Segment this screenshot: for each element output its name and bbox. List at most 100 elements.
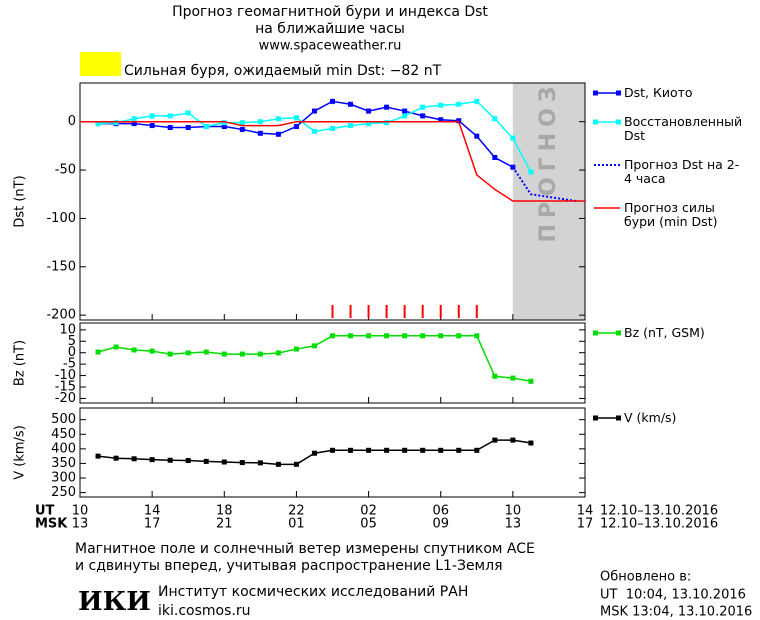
legend-marker (593, 415, 598, 421)
footer-note: Магнитное поле и солнечный ветер измерен… (75, 541, 535, 557)
x-tick-label: 10 (72, 504, 89, 519)
point (528, 440, 534, 446)
point (474, 133, 480, 139)
legend: Bz (nT, GSM) (593, 326, 742, 355)
point (510, 135, 516, 141)
point (330, 125, 335, 131)
x-row-label: MSK (35, 517, 68, 532)
point (510, 437, 516, 443)
y-tick-label: 300 (51, 471, 76, 486)
point (492, 373, 498, 379)
x-tick-label: 01 (288, 517, 305, 532)
legend-label: V (km/s) (624, 410, 677, 425)
legend-swatch (593, 119, 621, 125)
point (510, 375, 516, 381)
x-tick-label: 13 (72, 517, 89, 532)
annotation-swatch (80, 52, 121, 76)
point (438, 102, 444, 108)
legend-swatch (594, 164, 620, 166)
legend-marker (616, 330, 621, 336)
point (420, 333, 426, 339)
point (275, 350, 281, 356)
y-tick-label: -100 (46, 211, 76, 226)
point (293, 346, 299, 352)
point (420, 113, 426, 119)
x-tick-label: 14 (577, 504, 594, 519)
point (456, 101, 462, 107)
x-tick-label: 21 (216, 517, 233, 532)
title: Прогноз геомагнитной бури и индекса Dst (172, 4, 488, 20)
point (474, 333, 480, 339)
point (131, 121, 137, 127)
legend-marker (616, 415, 621, 421)
point (167, 351, 173, 357)
point (330, 98, 335, 104)
legend-marker (593, 330, 598, 336)
point (438, 447, 444, 453)
point (384, 447, 390, 453)
point (311, 450, 317, 456)
point (402, 108, 408, 114)
point (113, 120, 119, 126)
legend-swatch (593, 330, 621, 336)
point (420, 104, 426, 110)
institute: Институт космических исследований РАН (158, 584, 468, 600)
x-tick-label: 06 (432, 504, 449, 519)
point (366, 333, 372, 339)
legend-swatch (594, 207, 620, 209)
point (474, 98, 480, 104)
legend-marker (616, 119, 621, 125)
plot-frame (79, 407, 586, 498)
y-tick-label: 250 (51, 485, 76, 500)
point (167, 113, 173, 119)
x-tick-label: 09 (432, 517, 449, 532)
point (348, 123, 354, 129)
point (131, 116, 137, 122)
point (492, 116, 498, 122)
x-tick-label: 17 (144, 517, 161, 532)
point (149, 457, 155, 463)
point (239, 351, 245, 357)
point (221, 351, 227, 357)
x-row-label: UT (35, 504, 55, 519)
legend-entry: Bz (nT, GSM) (593, 326, 742, 340)
point (275, 116, 281, 122)
x-tick-label: 17 (577, 517, 594, 532)
y-tick-label: -150 (46, 259, 76, 274)
point (384, 120, 390, 126)
y-tick-label: 0 (68, 114, 76, 129)
point (456, 447, 462, 453)
point (402, 447, 408, 453)
y-axis-label: Dst (nT) (13, 175, 28, 227)
y-tick-label: 5 (68, 334, 76, 349)
point (239, 120, 245, 126)
y-tick-label: -10 (55, 368, 76, 383)
y-tick-label: 350 (51, 456, 76, 471)
point (402, 113, 408, 119)
point (293, 461, 299, 467)
point (203, 124, 209, 130)
point (528, 169, 534, 175)
point (492, 437, 498, 443)
legend: V (km/s) (593, 411, 742, 440)
point (492, 154, 498, 160)
point (257, 351, 263, 357)
legend-marker (616, 90, 621, 96)
point (330, 333, 335, 339)
point (438, 333, 444, 339)
date-range: 12.10–13.10.2016 (600, 504, 718, 519)
point (311, 343, 317, 349)
series-line (98, 100, 514, 168)
point (384, 104, 390, 110)
point (149, 123, 155, 129)
date-range: 12.10–13.10.2016 (600, 517, 718, 532)
legend-label: Dst, Киото (624, 85, 693, 100)
x-tick-label: 13 (505, 517, 522, 532)
series-line (97, 335, 532, 383)
legend-label: Восстановленный Dst (624, 114, 743, 143)
plot-frame (79, 82, 586, 321)
subtitle: на ближайшие часы (255, 21, 405, 37)
legend-entry: Прогноз Dst на 2-4 часа (593, 158, 742, 186)
point (95, 453, 101, 459)
